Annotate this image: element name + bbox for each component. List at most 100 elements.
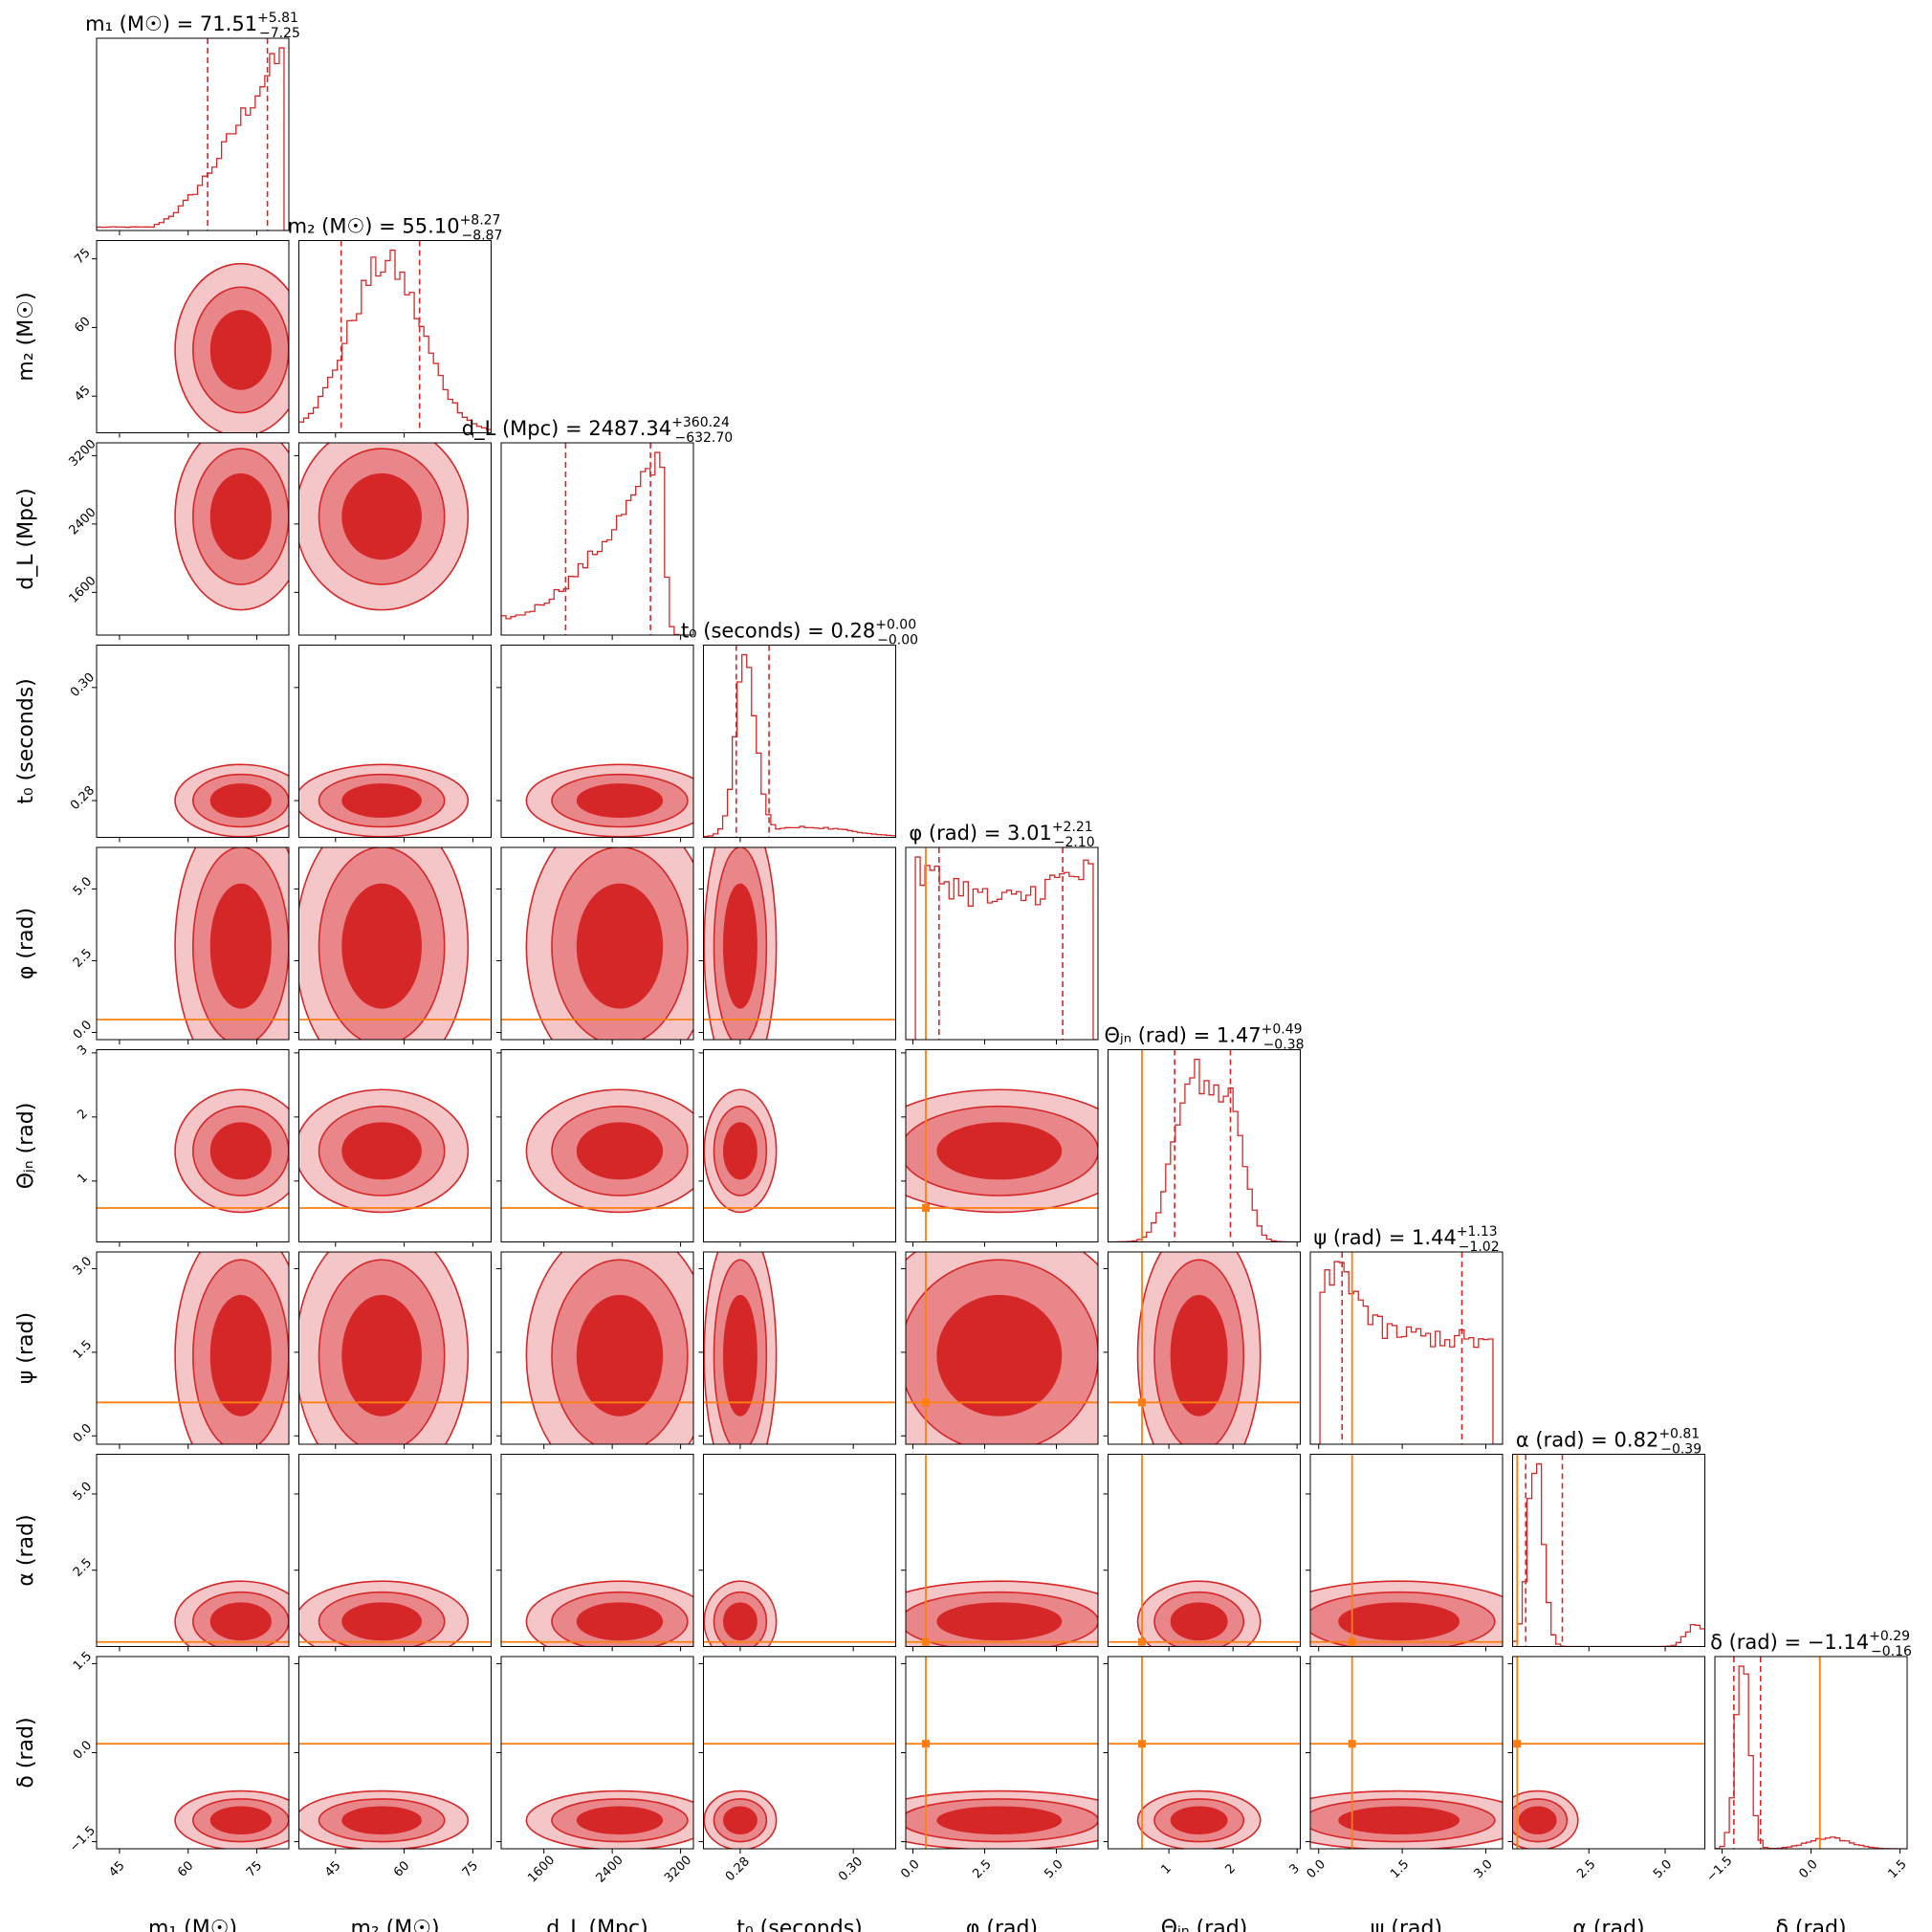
contour-psi-theta-2 bbox=[1170, 1294, 1228, 1416]
xlabel-t0: t₀ (seconds) bbox=[736, 1917, 863, 1932]
frame-phi-m1 bbox=[96, 846, 290, 1041]
truth-marker-alpha-phi bbox=[922, 1637, 930, 1646]
frame-theta-m2 bbox=[298, 1049, 492, 1242]
ylabel-theta: Θⱼₙ (rad) bbox=[14, 1103, 38, 1190]
title-phi: φ (rad) = 3.01+2.21 −2.10 bbox=[909, 820, 1094, 850]
ylabel-m2: m₂ (M☉) bbox=[14, 292, 38, 381]
ytick-phi-2: 5.0 bbox=[71, 874, 95, 898]
ytick-alpha-1: 5.0 bbox=[71, 1480, 95, 1504]
contour-delta-dL-2 bbox=[576, 1806, 664, 1834]
frame-alpha-psi bbox=[1309, 1454, 1504, 1647]
ylabel-alpha: α (rad) bbox=[14, 1514, 38, 1586]
frame-t0-m2 bbox=[298, 645, 492, 838]
panel-alpha-vs-t0 bbox=[698, 1454, 896, 1652]
frame-m1-m1 bbox=[96, 37, 290, 231]
xtick-delta-2: 1.5 bbox=[1885, 1857, 1909, 1881]
frame-alpha-m2 bbox=[298, 1454, 492, 1647]
ytick-psi-1: 1.5 bbox=[71, 1338, 95, 1362]
ytick-delta-1: 0.0 bbox=[71, 1738, 95, 1762]
truth-marker-psi-theta bbox=[1138, 1398, 1147, 1407]
title-dL: d_L (Mpc) = 2487.34+360.24 −632.70 bbox=[462, 415, 733, 446]
frame-alpha-dL bbox=[500, 1454, 694, 1647]
panel-delta-vs-m1: 45 60 75 −1.5 0.0 1.5 bbox=[67, 1649, 290, 1880]
xtick-delta-0: −1.5 bbox=[1704, 1854, 1736, 1885]
title-m1: m₁ (M☉) = 71.51+5.81 −7.25 bbox=[85, 11, 300, 41]
ytick-m2-1: 60 bbox=[72, 315, 93, 336]
contour-delta-phi-2 bbox=[936, 1806, 1063, 1834]
panel-delta-vs-alpha: 2.5 5.0 bbox=[1507, 1656, 1705, 1881]
panel-dL-vs-dL: d_L (Mpc) = 2487.34+360.24 −632.70 bbox=[462, 415, 733, 640]
contour-phi-t0-2 bbox=[722, 883, 757, 1009]
contour-phi-m2-2 bbox=[341, 883, 422, 1009]
panel-theta-vs-phi bbox=[901, 1049, 1099, 1247]
frame-theta-m1 bbox=[96, 1049, 290, 1242]
frame-t0-dL bbox=[500, 645, 694, 838]
histogram-alpha bbox=[1512, 1462, 1705, 1647]
truth-marker-delta-alpha bbox=[1513, 1740, 1522, 1748]
truth-marker-psi-phi bbox=[922, 1398, 930, 1407]
frame-psi-m1 bbox=[96, 1251, 290, 1445]
panel-alpha-vs-phi bbox=[901, 1454, 1099, 1652]
xtick-m1-0: 45 bbox=[106, 1858, 127, 1879]
xtick-m1-1: 60 bbox=[175, 1858, 196, 1879]
title-t0: t₀ (seconds) = 0.28+0.00 −0.00 bbox=[681, 618, 918, 648]
contour-theta-t0-2 bbox=[722, 1122, 757, 1180]
ytick-delta-0: −1.5 bbox=[67, 1824, 99, 1855]
contour-delta-theta-2 bbox=[1170, 1806, 1228, 1834]
contour-delta-t0-2 bbox=[722, 1806, 757, 1834]
ytick-alpha-0: 2.5 bbox=[71, 1556, 95, 1580]
ytick-t0-1: 0.30 bbox=[68, 670, 98, 700]
frame-theta-phi bbox=[905, 1049, 1099, 1242]
panel-theta-vs-dL bbox=[496, 1049, 694, 1247]
panel-psi-vs-m2 bbox=[294, 1251, 492, 1449]
xtick-t0-0: 0.28 bbox=[723, 1855, 753, 1884]
xtick-theta-2: 3 bbox=[1286, 1861, 1302, 1877]
contour-alpha-t0-2 bbox=[722, 1602, 757, 1641]
xtick-dL-0: 1600 bbox=[525, 1854, 558, 1886]
ytick-dL-0: 1600 bbox=[67, 574, 99, 606]
xlabel-phi: φ (rad) bbox=[966, 1917, 1038, 1932]
truth-marker-alpha-psi bbox=[1348, 1637, 1356, 1646]
frame-alpha-t0 bbox=[703, 1454, 896, 1647]
panel-alpha-vs-m2 bbox=[294, 1454, 492, 1652]
xlabel-alpha: α (rad) bbox=[1572, 1917, 1644, 1932]
contour-t0-m1-2 bbox=[209, 783, 272, 819]
panel-psi-vs-theta bbox=[1103, 1251, 1301, 1449]
contour-theta-m2-2 bbox=[341, 1122, 422, 1180]
frame-t0-m1 bbox=[96, 645, 290, 838]
xtick-alpha-0: 2.5 bbox=[1574, 1857, 1598, 1881]
ytick-phi-1: 2.5 bbox=[71, 946, 95, 970]
title-alpha: α (rad) = 0.82+0.81 −0.39 bbox=[1516, 1427, 1701, 1458]
title-theta: Θⱼₙ (rad) = 1.47+0.49 −0.38 bbox=[1105, 1022, 1305, 1053]
ylabel-delta: δ (rad) bbox=[14, 1717, 38, 1788]
xtick-psi-2: 3.0 bbox=[1471, 1857, 1495, 1881]
truth-marker-delta-psi bbox=[1348, 1740, 1356, 1748]
contour-alpha-psi-2 bbox=[1338, 1602, 1460, 1641]
panel-phi-vs-dL bbox=[496, 846, 694, 1044]
title-m2: m₂ (M☉) = 55.10+8.27 −8.87 bbox=[288, 213, 503, 244]
panel-t0-vs-m1: 0.28 0.30 bbox=[68, 645, 290, 843]
panel-t0-vs-t0: t₀ (seconds) = 0.28+0.00 −0.00 bbox=[681, 618, 918, 843]
panel-delta-vs-psi: 0.0 1.5 3.0 bbox=[1305, 1656, 1504, 1881]
contour-dL-m2-2 bbox=[341, 472, 422, 560]
panel-m2-vs-m2: m₂ (M☉) = 55.10+8.27 −8.87 bbox=[288, 213, 503, 438]
panel-theta-vs-t0 bbox=[698, 1049, 896, 1247]
title-psi: ψ (rad) = 1.44+1.13 −1.02 bbox=[1313, 1224, 1499, 1255]
histogram-phi bbox=[906, 856, 1098, 1040]
xlabel-m2: m₂ (M☉) bbox=[350, 1917, 439, 1932]
frame-alpha-m1 bbox=[96, 1454, 290, 1647]
frame-delta-delta bbox=[1714, 1656, 1908, 1850]
ytick-m2-0: 45 bbox=[72, 384, 93, 405]
title-delta: δ (rad) = −1.14+0.29 −0.16 bbox=[1710, 1629, 1912, 1659]
ytick-m2-2: 75 bbox=[72, 246, 93, 267]
frame-psi-psi bbox=[1309, 1251, 1504, 1445]
panel-m2-vs-m1: 45 60 75 bbox=[72, 240, 290, 438]
xlabel-m1: m₁ (M☉) bbox=[148, 1917, 237, 1932]
panel-dL-vs-m2 bbox=[294, 442, 492, 640]
panel-delta-vs-m2: 45 60 75 bbox=[294, 1656, 492, 1880]
histogram-psi bbox=[1310, 1261, 1503, 1444]
xlabel-dL: d_L (Mpc) bbox=[546, 1917, 648, 1932]
panel-alpha-vs-theta bbox=[1103, 1454, 1301, 1652]
ylabel-psi: ψ (rad) bbox=[14, 1312, 38, 1384]
xtick-dL-1: 2400 bbox=[594, 1854, 626, 1886]
